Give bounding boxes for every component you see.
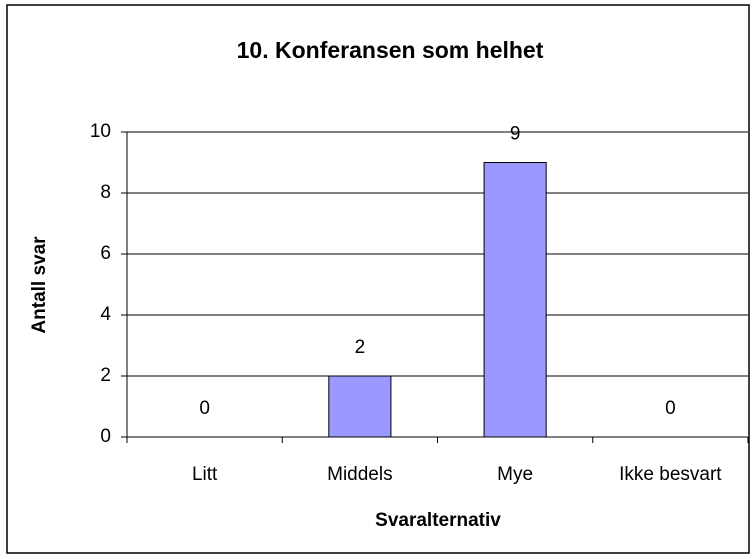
x-axis-label: Svaralternativ	[375, 510, 501, 531]
chart-border	[6, 4, 750, 554]
data-label: 2	[355, 337, 366, 358]
x-tick-label: Mye	[497, 464, 533, 485]
y-tick-label: 2	[100, 365, 111, 386]
chart-title: 10. Konferansen som helhet	[237, 37, 544, 63]
x-tick-label: Litt	[192, 464, 218, 485]
bar	[328, 375, 392, 438]
y-tick-label: 8	[100, 182, 111, 203]
bar	[483, 162, 547, 438]
data-label: 0	[665, 398, 676, 419]
data-label: 9	[510, 124, 521, 145]
y-tick-label: 0	[100, 426, 111, 447]
x-tick-label: Middels	[327, 464, 392, 485]
y-axis-label: Antall svar	[29, 236, 50, 334]
x-tick-label: Ikke besvart	[619, 464, 722, 485]
data-label: 0	[199, 398, 210, 419]
y-tick-label: 4	[100, 304, 111, 325]
y-tick-label: 6	[100, 243, 111, 264]
y-tick-label: 10	[90, 121, 111, 142]
